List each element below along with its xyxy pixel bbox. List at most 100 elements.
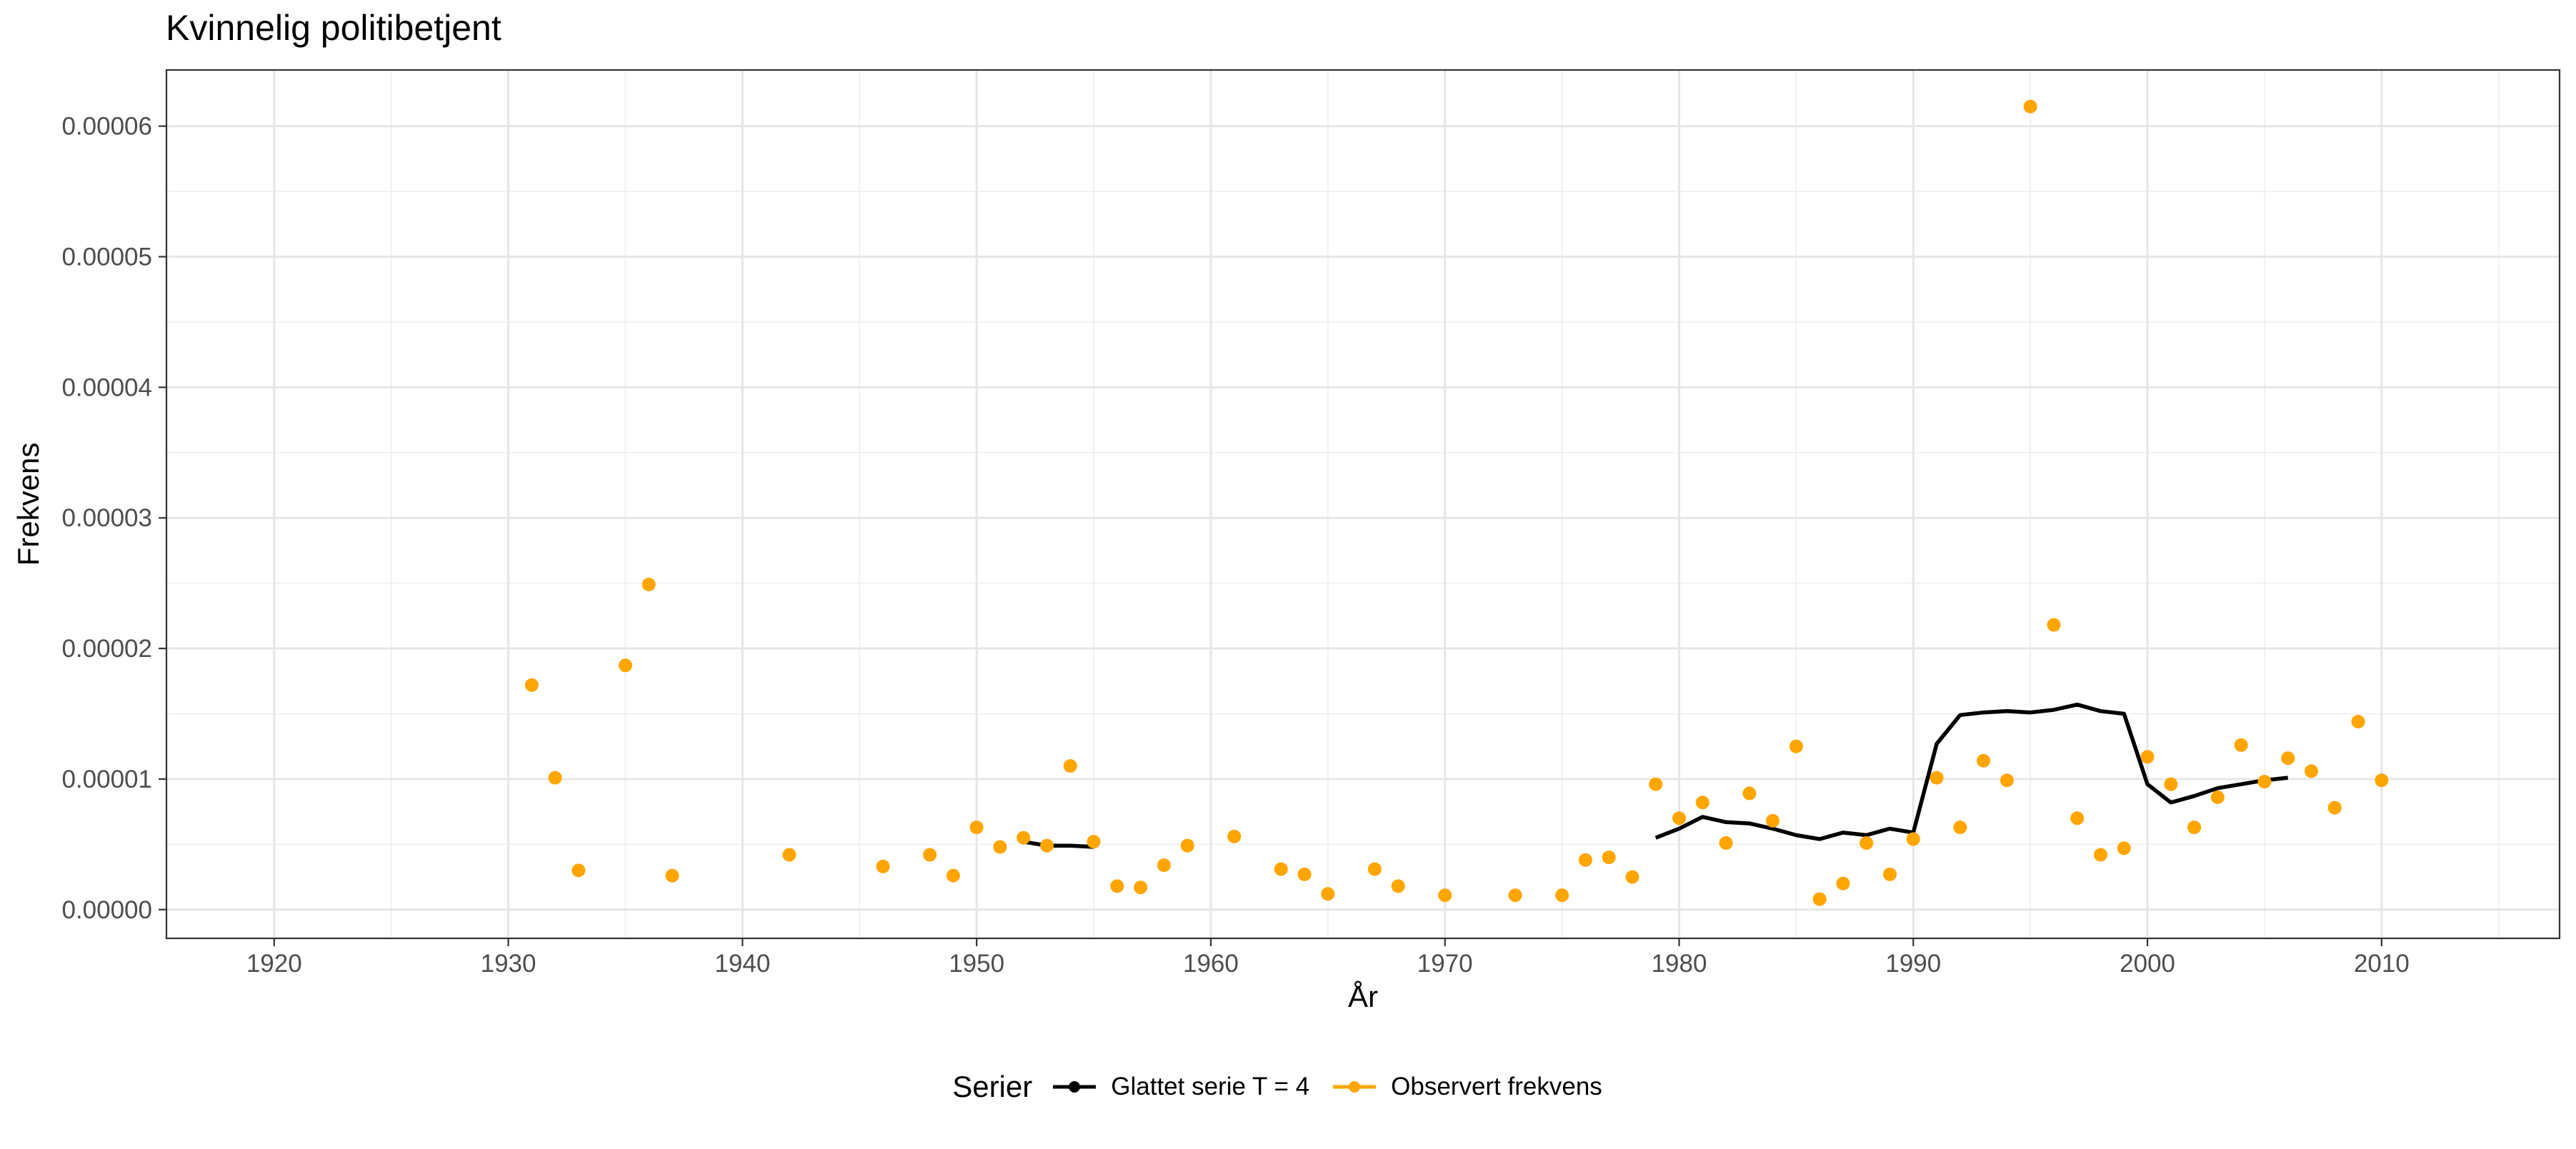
smoothed-series-lines [1023,702,2289,849]
observed-point [2187,821,2202,835]
observed-point [969,821,984,835]
observed-point [1227,829,1242,843]
y-tick-label: 0.00003 [61,504,152,532]
observed-point [2047,618,2061,632]
observed-point [548,771,562,785]
smoothed-series-line [1023,839,1094,849]
legend-label-smoothed: Glattet serie T = 4 [1111,1073,1310,1100]
legend-label-observed: Observert frekvens [1391,1073,1602,1100]
observed-point [2164,777,2178,791]
observed-point [1953,821,1967,835]
observed-point [1297,867,1312,881]
observed-point [2070,811,2085,826]
x-tick-label: 2010 [2354,950,2410,978]
observed-point [641,578,656,591]
observed-point [1789,739,1803,753]
y-tick-label: 0.00006 [61,113,152,141]
x-tick-label: 2000 [2120,950,2175,978]
observed-point [2327,801,2342,815]
plot-panel-border [165,69,2561,940]
y-tick-label: 0.00004 [61,373,152,401]
observed-point [1087,835,1101,849]
observed-point [1883,867,1897,881]
observed-point [2234,738,2248,752]
y-axis: 0.00000 0.00001 0.00002 0.00003 0.00004 0.000… [61,113,166,924]
observed-point [1695,796,1709,810]
observed-point [1672,811,1686,826]
observed-point [2210,791,2225,804]
legend-key-smoothed [1053,1081,1097,1093]
x-tick-label: 1960 [1183,950,1239,978]
observed-point [2257,775,2272,789]
observed-point [2305,764,2318,778]
observed-point [619,658,632,673]
observed-point [1929,771,1944,785]
observed-point [1578,853,1592,867]
y-tick-label: 0.00002 [61,635,152,663]
chart-title: Kvinnelig politibetjent [166,8,501,48]
observed-point [571,863,586,878]
observed-point [1274,862,1288,876]
observed-point [1134,880,1148,895]
major-gridlines [166,70,2560,938]
minor-gridlines [166,70,2560,938]
legend-item-observed: Observert frekvens [1331,1073,1602,1101]
observed-point [1017,831,1031,845]
observed-point [1110,879,1124,893]
observed-point [1367,862,1382,876]
legend-title: Serier [952,1070,1033,1103]
legend: Serier Glattet serie T = 4 Observert fre… [0,1070,2576,1104]
observed-point [1157,858,1171,873]
observed-point [1766,813,1780,828]
observed-point [1063,759,1077,773]
observed-point [1836,876,1850,890]
observed-point [524,678,539,692]
legend-item-smoothed: Glattet serie T = 4 [1051,1073,1309,1101]
x-tick-label: 1920 [246,950,302,978]
x-tick-label: 1950 [949,950,1004,978]
observed-point [2351,715,2365,728]
observed-point [993,840,1007,854]
smoothed-series-line [1654,702,2289,841]
x-tick-label: 1980 [1652,950,1707,978]
observed-point [2281,751,2295,766]
x-axis: 1920 1930 1940 1950 1960 1970 1980 1990 2000 2010 [246,938,2410,978]
observed-point [1977,753,1991,768]
observed-point [876,859,890,873]
observed-point [2140,750,2155,764]
observed-point [1321,887,1335,901]
observed-point [1719,836,1733,850]
y-tick-label: 0.00005 [61,243,152,271]
legend-key-observed [1333,1081,1377,1093]
line-chart: 1920 1930 1940 1950 1960 1970 1980 1990 2000 2010… [11,69,2561,1013]
observed-point [1040,838,1054,853]
observed-point [665,868,679,883]
observed-point [782,848,797,862]
observed-point [2375,773,2389,788]
observed-point [1649,777,1663,791]
observed-point [1859,836,1874,850]
observed-point [1906,832,1920,846]
observed-point [1555,888,1569,903]
observed-point [946,868,960,883]
observed-point [2117,841,2131,856]
observed-point [2000,773,2014,788]
x-tick-label: 1970 [1417,950,1473,978]
y-tick-label: 0.00001 [61,766,152,793]
x-tick-label: 1930 [481,950,536,978]
x-tick-label: 1990 [1885,950,1941,978]
observed-point [1391,879,1405,893]
x-tick-label: 1940 [714,950,770,978]
observed-point [1180,838,1194,853]
observed-point [1812,892,1827,906]
x-axis-label: År [1348,980,1378,1013]
observed-point [2023,99,2037,114]
observed-point [1602,851,1616,865]
observed-point [1438,888,1452,903]
observed-point [1742,786,1757,801]
observed-point [2094,848,2107,862]
y-axis-label: Frekvens [11,443,45,566]
observed-point [1508,888,1522,903]
observed-point [1625,870,1639,884]
observed-series-points [524,99,2389,906]
